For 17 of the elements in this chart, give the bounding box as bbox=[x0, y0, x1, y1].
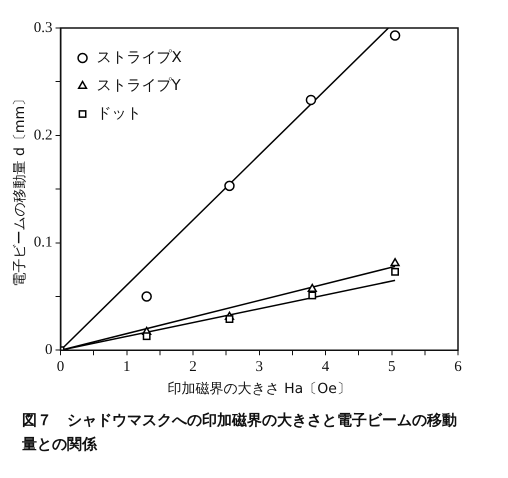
x-axis-title: 印加磁界の大きさ Ha〔Oe〕 bbox=[168, 381, 351, 398]
y-tick-label: 0.1 bbox=[34, 234, 53, 251]
y-tick-label: 0 bbox=[45, 342, 53, 358]
x-tick-label: 1 bbox=[123, 359, 131, 376]
x-tick-label: 0 bbox=[56, 359, 64, 376]
x-tick-label: 3 bbox=[256, 359, 264, 376]
x-tick-label: 4 bbox=[322, 359, 330, 376]
x-tick-label: 5 bbox=[388, 359, 396, 376]
legend-label: ストライプY bbox=[96, 76, 182, 94]
legend-label: ストライプX bbox=[96, 48, 182, 66]
text: 図７ シャドウマスクへの印加磁界の大きさと電子ビームの移動量との関係 bbox=[22, 410, 458, 455]
y-tick-label: 0.3 bbox=[34, 20, 53, 36]
y-tick-label: 0.2 bbox=[34, 127, 53, 144]
x-tick-label: 6 bbox=[454, 359, 462, 376]
x-tick-label: 2 bbox=[189, 359, 197, 376]
y-axis-title: 電子ビームの移動量 d〔mm〕 bbox=[12, 92, 28, 286]
legend-label: ドット bbox=[96, 104, 142, 122]
